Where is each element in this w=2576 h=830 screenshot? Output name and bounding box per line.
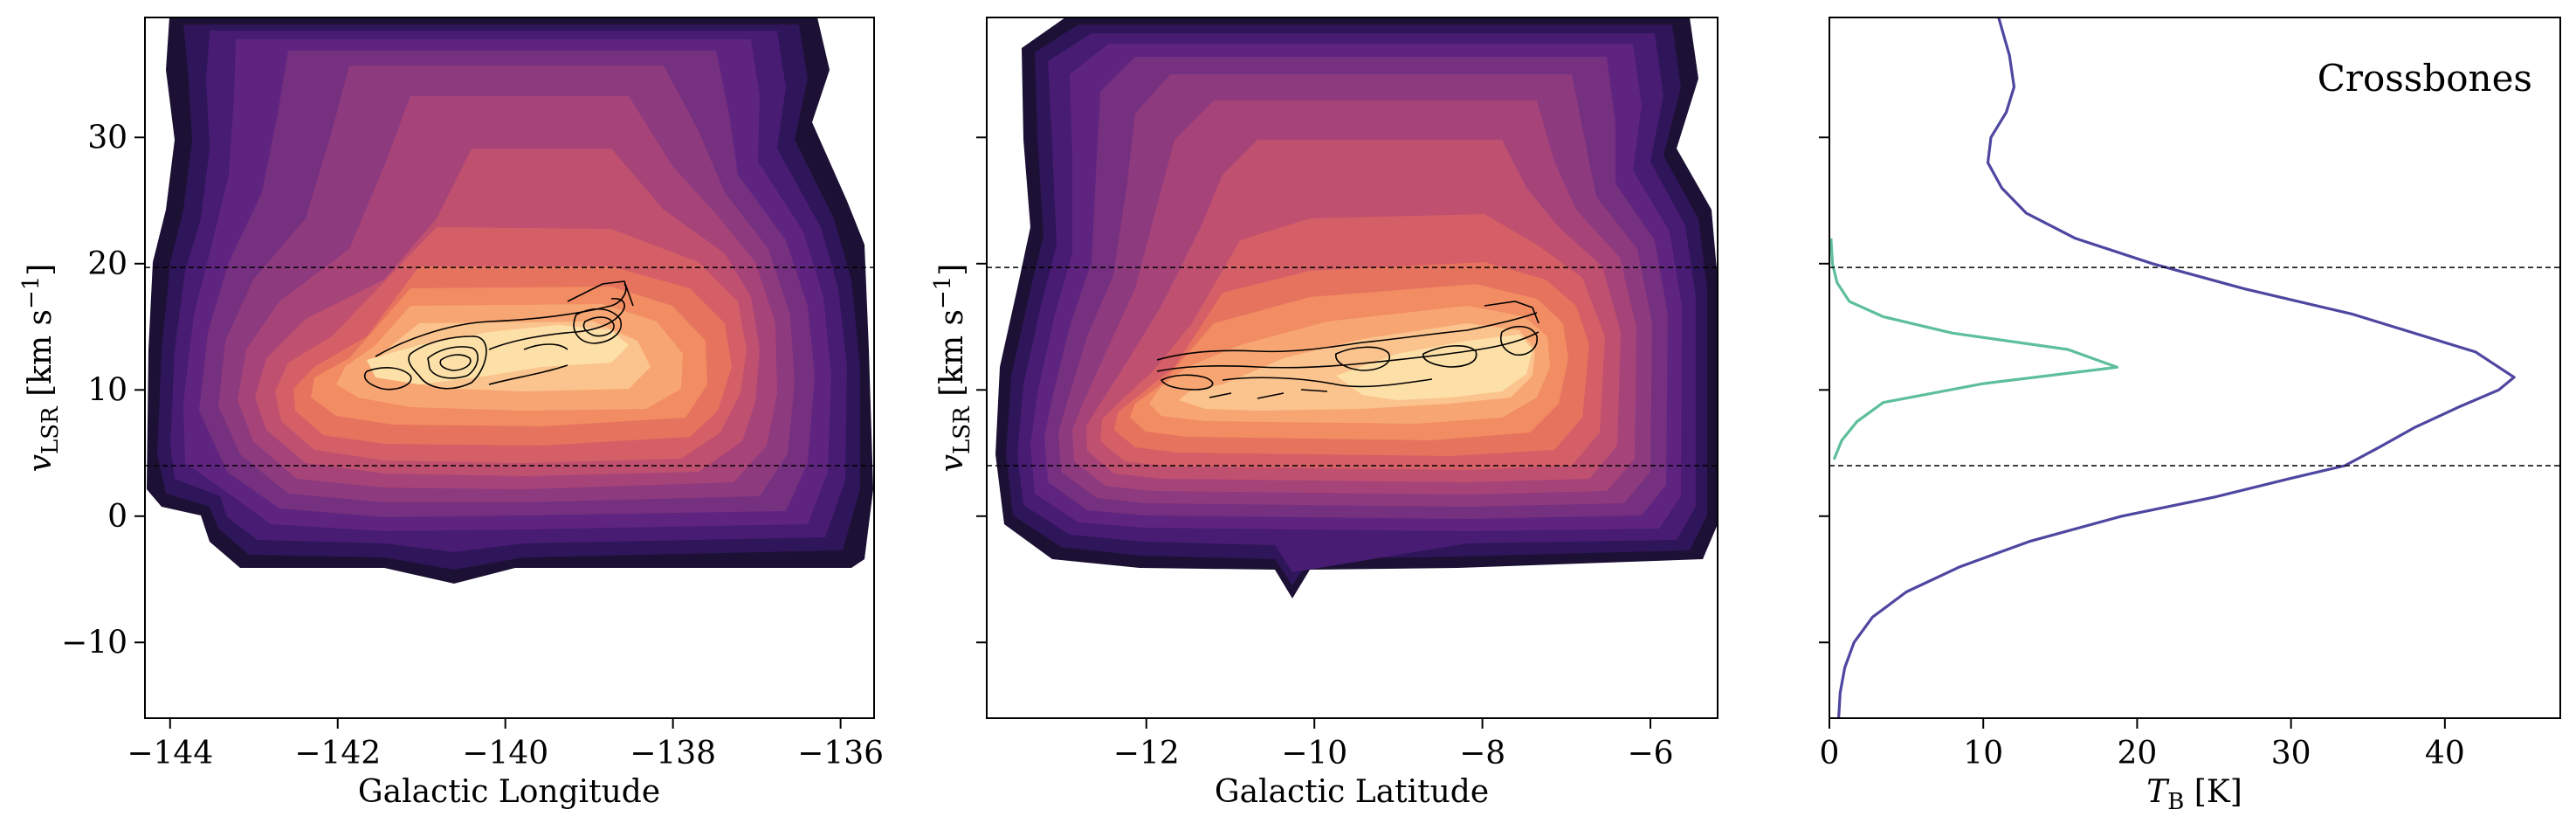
cloud-name-annotation: Crossbones xyxy=(2318,57,2532,100)
x-tick-label: −10 xyxy=(1281,736,1347,771)
x-tick-label: −140 xyxy=(462,736,548,771)
spectrum-series-2 xyxy=(1829,238,2119,460)
bv-emission-map xyxy=(995,17,1718,598)
bv-x-axis-label: Galactic Latitude xyxy=(1215,774,1489,810)
x-tick-label: −12 xyxy=(1113,736,1180,771)
x-tick-label: 0 xyxy=(1820,736,1840,771)
spectrum-x-axis-label: TB [K] xyxy=(2146,774,2242,815)
bv-plot-frame xyxy=(986,17,1718,719)
x-tick-label: −136 xyxy=(797,736,884,771)
x-tick-label: −142 xyxy=(294,736,381,771)
x-tick-label: −6 xyxy=(1627,736,1673,771)
x-tick-label: −8 xyxy=(1459,736,1505,771)
bv-contour-lines xyxy=(1156,301,1539,399)
lv-contour-level-14 xyxy=(367,325,629,384)
lv-contour-lines xyxy=(363,280,634,391)
bv-x-axis: −12 −10 −8 −6 xyxy=(1113,718,1674,771)
spectrum-velocity-limit-lines xyxy=(1829,266,2560,467)
lv-y-axis-label: vLSR [km s−1] xyxy=(18,264,64,473)
x-tick-label: 10 xyxy=(1963,736,2003,771)
lv-x-axis-label: Galactic Longitude xyxy=(358,774,660,810)
spectrum-x-axis: 0 10 20 30 40 xyxy=(1820,718,2465,771)
spectrum-plot-frame xyxy=(1829,17,2561,719)
x-tick-label: 40 xyxy=(2425,736,2465,771)
x-tick-label: −138 xyxy=(630,736,716,771)
bv-y-axis xyxy=(976,136,987,644)
lv-emission-map xyxy=(147,17,873,584)
lv-velocity-limit-lines xyxy=(145,266,874,467)
x-tick-label: 30 xyxy=(2271,736,2311,771)
y-tick-label: 10 xyxy=(87,372,127,408)
y-tick-label: 20 xyxy=(87,246,127,282)
spectrum-lines xyxy=(1829,17,2516,718)
spectrum-series-1 xyxy=(1837,17,2516,718)
spectrum-y-axis xyxy=(1819,136,1829,644)
lv-panel: −144 −142 −140 −138 −136 −10 0 10 20 30 Galactic… xyxy=(18,17,884,810)
x-tick-label: −144 xyxy=(127,736,213,771)
bv-contour-level-14 xyxy=(1336,335,1533,400)
bv-y-axis-label: vLSR [km s−1] xyxy=(930,264,975,473)
y-tick-label: 30 xyxy=(87,120,127,156)
spectrum-panel: 0 10 20 30 40 Crossbones TB [K] xyxy=(1819,17,2561,815)
x-tick-label: 20 xyxy=(2118,736,2158,771)
lv-y-axis: −10 0 10 20 30 xyxy=(61,120,145,661)
y-tick-label: 0 xyxy=(107,499,127,535)
bv-panel: −12 −10 −8 −6 Galactic Latitude vLSR [km s−… xyxy=(930,17,1718,810)
y-tick-label: −10 xyxy=(61,625,127,661)
lv-plot-frame xyxy=(144,17,875,719)
lv-x-axis: −144 −142 −140 −138 −136 xyxy=(127,718,884,771)
